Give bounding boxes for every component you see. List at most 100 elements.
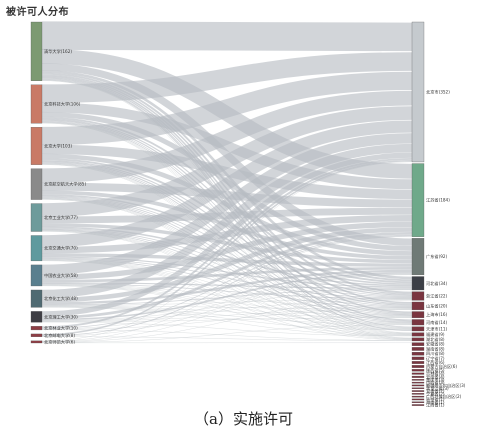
target-node: [411, 387, 425, 389]
target-node: [411, 361, 425, 364]
flow-link: [41, 197, 413, 324]
flow-link: [41, 122, 413, 328]
flow-link: [41, 259, 413, 330]
target-node-label: 浙江省(22): [426, 293, 448, 300]
target-node-label: 河北省(34): [426, 280, 448, 287]
flow-link: [41, 329, 413, 341]
flow-link: [41, 274, 413, 342]
flow-link: [41, 74, 413, 304]
target-node-label: 北京市(352): [426, 88, 450, 95]
flow-link: [41, 258, 413, 309]
source-node-label: 北京交通大学(70): [44, 245, 78, 252]
target-node-label: 湖北省(8): [426, 336, 445, 343]
flow-link: [41, 299, 413, 306]
flow-link: [41, 162, 413, 323]
target-node-label: 江西省(1): [426, 402, 445, 409]
source-nodes: 清华大学(162) 北京科技大学(106) 北京大学(103) 北京航空航天大学(85…: [30, 21, 86, 345]
target-node: [411, 337, 425, 342]
flow-link: [41, 288, 413, 306]
flow-link: [41, 299, 413, 343]
target-node: [411, 404, 425, 406]
flow-link: [41, 144, 413, 200]
target-node: [411, 401, 425, 403]
target-node-label: 安徽省(8): [426, 341, 445, 348]
flow-link: [41, 122, 413, 334]
flow-link: [41, 230, 413, 335]
flow-link: [41, 228, 413, 308]
source-node-label: 北京航空航天大学(85): [44, 181, 86, 188]
flow-link: [41, 111, 413, 251]
target-nodes: 北京市(352) 江苏省(184) 广东省(92) 河北省(34) 浙江省(22) 山东省…: [411, 21, 466, 409]
flow-link: [41, 260, 413, 341]
source-node: [30, 326, 43, 331]
source-node-label: 北京理工大学(30): [44, 313, 78, 320]
target-node: [411, 276, 425, 291]
flow-link: [41, 77, 413, 321]
flow-link: [41, 90, 413, 184]
flow-link: [41, 223, 413, 264]
target-node-label: 四川省(8): [426, 350, 445, 357]
target-node-label: 云南省(4): [426, 373, 445, 380]
target-node: [411, 379, 425, 381]
target-node-label: 广西壮族自治区(2): [426, 393, 462, 400]
target-node: [411, 326, 425, 332]
flow-link: [41, 122, 413, 339]
source-node-label: 北京林业大学(10): [44, 325, 78, 332]
target-node: [411, 390, 425, 392]
target-node: [411, 21, 425, 163]
target-node: [411, 347, 425, 351]
flow-link: [41, 257, 413, 299]
source-node: [30, 235, 43, 262]
flow-link: [41, 162, 413, 315]
flow-link: [41, 79, 413, 332]
flow-link: [41, 120, 413, 314]
source-node-label: 北京工业大学(77): [44, 214, 78, 221]
flow-link: [41, 48, 413, 179]
target-node-label: 海南省(1): [426, 399, 445, 406]
source-node-label: 北京师范大学(6): [44, 338, 75, 345]
flow-link: [41, 306, 413, 331]
target-node: [411, 163, 425, 237]
target-node: [411, 238, 425, 276]
source-node: [30, 168, 43, 200]
target-node: [411, 365, 425, 368]
target-node: [411, 319, 425, 326]
target-node: [411, 311, 425, 319]
target-node-label: 贵州省(1): [426, 396, 445, 403]
target-node: [411, 291, 425, 301]
flow-link: [41, 76, 413, 314]
target-node-label: 湖南省(8): [426, 345, 445, 352]
source-node-label: 北京邮电大学(8): [44, 332, 75, 339]
flow-link: [41, 207, 413, 224]
target-node-label: 吉林省(4): [426, 370, 445, 377]
target-node: [411, 393, 425, 395]
target-node-label: 江西省(6): [426, 359, 445, 366]
source-node: [30, 264, 43, 287]
target-node-label: 黑龙江省(3): [426, 385, 449, 392]
flow-link: [41, 102, 413, 190]
target-node: [411, 398, 425, 401]
flow-link: [41, 284, 413, 309]
target-node: [411, 395, 425, 398]
flow-link: [41, 196, 413, 316]
figure-caption: （a）实施许可: [194, 410, 293, 428]
target-node-label: 内蒙古自治区(6): [426, 363, 457, 370]
flow-link: [41, 194, 413, 285]
target-node: [411, 381, 425, 384]
flow-link: [41, 198, 413, 329]
flow-link: [41, 230, 413, 324]
flow-link: [41, 284, 413, 318]
target-node: [411, 301, 425, 311]
flow-link: [41, 70, 413, 280]
flow-link: [41, 259, 413, 324]
flow-link: [41, 230, 413, 330]
flow-link: [41, 231, 413, 340]
flow-link: [41, 321, 413, 337]
target-node-label: 甘肃省(2): [426, 388, 445, 395]
source-node: [30, 340, 43, 344]
flow-link: [41, 119, 413, 305]
flow-link: [41, 336, 413, 341]
target-node-label: 重庆市(3): [426, 376, 445, 383]
target-node: [411, 332, 425, 337]
